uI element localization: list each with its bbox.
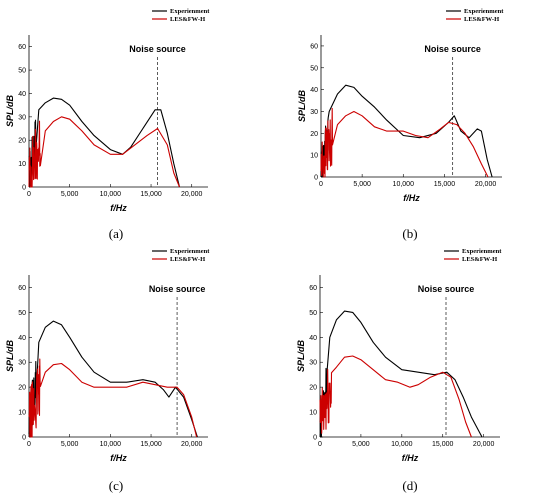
y-tick-label: 60: [309, 285, 317, 292]
y-tick-label: 40: [18, 335, 26, 342]
y-tick-label: 30: [310, 109, 318, 116]
y-tick-label: 0: [313, 435, 317, 442]
series-line-experiment: [320, 84, 493, 178]
y-tick-label: 20: [18, 385, 26, 392]
panel-caption: (c): [109, 478, 123, 493]
legend-label: LES&FW-H: [464, 16, 499, 23]
y-tick-label: 10: [310, 153, 318, 160]
y-tick-label: 40: [310, 87, 318, 94]
chart-panel-2: 0 10 20 30 40 50 60 0 5,000 10,000 15,000 20,000 f/H…: [297, 8, 504, 241]
x-tick-label: 0: [319, 181, 323, 188]
legend-label: LES&FW-H: [170, 256, 205, 263]
y-tick-label: 30: [309, 360, 317, 367]
legend-label: LES&FW-H: [462, 256, 497, 263]
y-tick-label: 60: [18, 44, 26, 51]
y-axis-label: SPL/dB: [296, 340, 306, 373]
x-tick-label: 0: [27, 191, 31, 198]
y-tick-label: 40: [18, 91, 26, 98]
panel-caption: (d): [402, 478, 417, 493]
x-axis-label: f/Hz: [402, 453, 419, 463]
x-axis-label: f/Hz: [110, 203, 127, 213]
x-tick-label: 0: [27, 441, 31, 448]
x-tick-label: 20,000: [473, 441, 495, 448]
noise-source-label: Noise source: [149, 284, 206, 294]
x-tick-label: 15,000: [140, 191, 162, 198]
y-tick-label: 20: [18, 138, 26, 145]
series-line-experiment: [319, 310, 483, 438]
y-tick-label: 20: [309, 385, 317, 392]
noise-source-label: Noise source: [129, 44, 186, 54]
y-tick-label: 10: [18, 410, 26, 417]
x-tick-label: 5,000: [61, 191, 79, 198]
x-tick-label: 10,000: [393, 181, 415, 188]
x-tick-label: 5,000: [61, 441, 79, 448]
series-line-les-fwh: [28, 358, 198, 438]
x-tick-label: 15,000: [140, 441, 162, 448]
panel-caption: (a): [109, 226, 123, 241]
y-tick-label: 10: [18, 161, 26, 168]
x-tick-label: 0: [318, 441, 322, 448]
legend-label: Experienment: [170, 248, 210, 255]
legend-label: Experienment: [464, 8, 504, 15]
y-tick-label: 50: [18, 310, 26, 317]
series-line-experiment: [28, 320, 198, 438]
y-tick-label: 50: [309, 310, 317, 317]
series-line-les-fwh: [320, 107, 489, 178]
legend-label: Experienment: [462, 248, 502, 255]
y-tick-label: 60: [18, 285, 26, 292]
y-tick-label: 60: [310, 43, 318, 50]
series-line-experiment: [28, 97, 181, 188]
chart-panel-1: 0 10 20 30 40 50 60 0 5,000 10,000 15,000 20,000 f/H…: [5, 8, 210, 241]
series-line-les-fwh: [28, 116, 181, 188]
x-tick-label: 20,000: [475, 181, 497, 188]
chart-panel-4: 0 10 20 30 40 50 60 0 5,000 10,000 15,000 20,000 f/H…: [296, 248, 502, 493]
x-tick-label: 15,000: [432, 441, 454, 448]
legend-label: LES&FW-H: [170, 16, 205, 23]
y-axis-label: SPL/dB: [297, 90, 307, 123]
series-line-les-fwh: [319, 355, 472, 438]
x-tick-label: 20,000: [181, 191, 203, 198]
panel-caption: (b): [402, 226, 417, 241]
y-axis-label: SPL/dB: [5, 340, 15, 373]
y-axis-label: SPL/dB: [5, 95, 15, 128]
x-tick-label: 5,000: [353, 181, 371, 188]
y-tick-label: 30: [18, 360, 26, 367]
chart-panel-3: 0 10 20 30 40 50 60 0 5,000 10,000 15,000 20,000 f/H…: [5, 248, 210, 493]
y-tick-label: 30: [18, 114, 26, 121]
y-tick-label: 10: [309, 410, 317, 417]
legend-label: Experienment: [170, 8, 210, 15]
x-tick-label: 20,000: [181, 441, 203, 448]
y-tick-label: 50: [18, 68, 26, 75]
noise-source-label: Noise source: [418, 284, 475, 294]
x-axis-label: f/Hz: [403, 193, 420, 203]
y-tick-label: 50: [310, 65, 318, 72]
x-tick-label: 10,000: [100, 441, 122, 448]
y-tick-label: 0: [314, 175, 318, 182]
y-tick-label: 40: [309, 335, 317, 342]
x-tick-label: 15,000: [434, 181, 456, 188]
x-tick-label: 10,000: [100, 191, 122, 198]
noise-source-label: Noise source: [424, 44, 481, 54]
x-tick-label: 10,000: [391, 441, 413, 448]
x-axis-label: f/Hz: [110, 453, 127, 463]
y-tick-label: 0: [22, 185, 26, 192]
y-tick-label: 20: [310, 131, 318, 138]
x-tick-label: 5,000: [352, 441, 370, 448]
y-tick-label: 0: [22, 435, 26, 442]
